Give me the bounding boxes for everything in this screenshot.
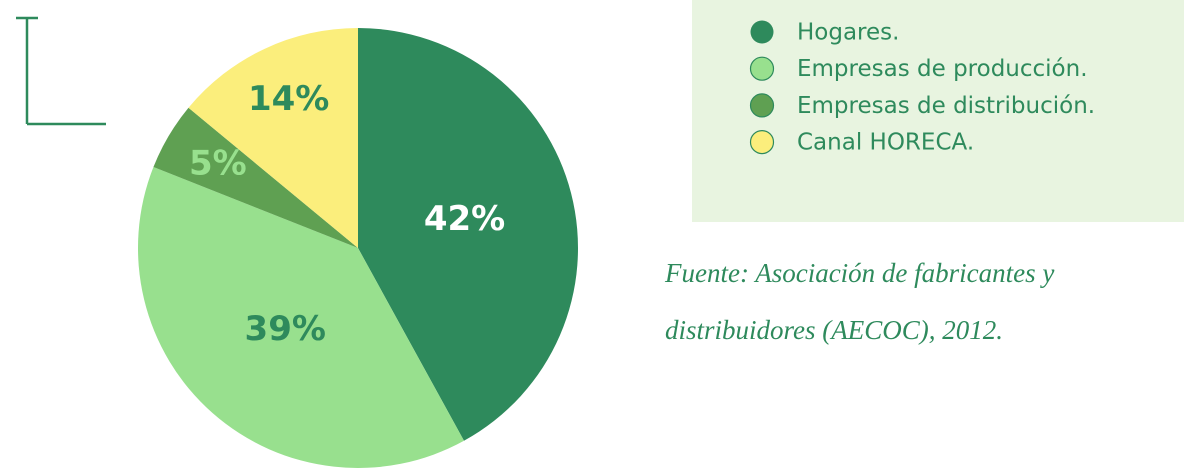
pie-slice	[358, 28, 578, 441]
pie-slice	[153, 107, 358, 248]
slice-label: 14%	[248, 79, 329, 119]
legend-label: Canal HORECA.	[797, 130, 974, 156]
legend-swatch	[749, 93, 775, 118]
legend-swatch	[750, 20, 774, 44]
legend-label: Empresas de distribución.	[797, 93, 1095, 119]
slice-label: 5%	[189, 144, 247, 184]
source-line: Fuente: Asociación de fabricantes y	[664, 258, 1054, 288]
pie-slice	[138, 167, 464, 468]
legend-label: Hogares.	[797, 20, 899, 46]
slice-label: 42%	[424, 199, 505, 239]
legend-swatch	[749, 130, 775, 155]
legend-swatch	[749, 56, 775, 81]
legend-box	[692, 0, 1184, 222]
legend-label: Empresas de producción.	[797, 56, 1088, 82]
slice-label: 39%	[245, 309, 326, 349]
source-line: distribuidores (AECOC), 2012.	[665, 315, 1003, 345]
corner-bracket	[16, 16, 106, 126]
pie-slice	[188, 28, 358, 248]
